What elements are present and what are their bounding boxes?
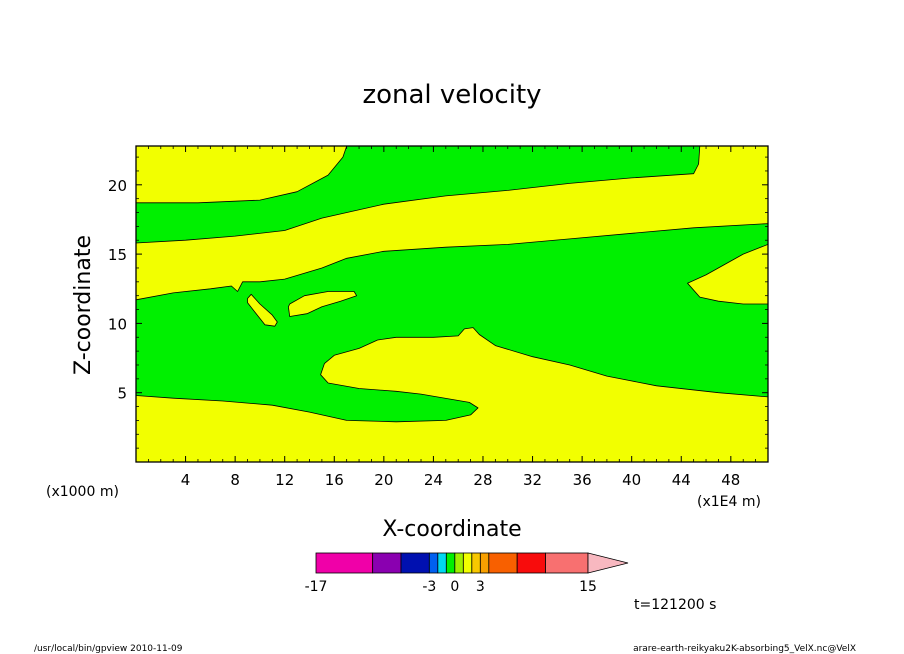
colorbar-segment (471, 552, 481, 574)
x-tick-label: 12 (275, 471, 294, 489)
contour-region-1 (135, 145, 701, 244)
colorbar-segment (462, 552, 473, 574)
colorbar-tick-label: 3 (476, 579, 485, 595)
x-axis-label: X-coordinate (382, 517, 521, 542)
chart-title: zonal velocity (362, 80, 541, 110)
colorbar-segment (454, 552, 464, 574)
x-tick-label: 4 (181, 471, 191, 489)
x-scale-note: (x1E4 m) (697, 494, 761, 510)
x-tick-label: 28 (473, 471, 492, 489)
x-unit-label: (x1000 m) (46, 484, 119, 500)
x-tick-label: 40 (622, 471, 641, 489)
x-ticks: 4 8 12 16 20 24 28 32 36 40 44 48 (147, 146, 757, 489)
colorbar-tick-label: -3 (422, 579, 436, 595)
contour-region-2 (135, 223, 769, 423)
x-tick-label: 32 (523, 471, 542, 489)
plot-frame (135, 145, 769, 463)
footer-right: arare-earth-reikyaku2K-absorbing5_VelX.n… (633, 644, 856, 654)
x-tick-label: 16 (325, 471, 344, 489)
x-tick-label: 44 (672, 471, 691, 489)
contour-island-1 (287, 291, 358, 317)
colorbar-tick-labels: -17 -3 0 3 15 (305, 579, 597, 595)
colorbar-segment (400, 552, 430, 574)
x-tick-label: 20 (374, 471, 393, 489)
colorbar-tick-label: 15 (579, 579, 597, 595)
contour-island-2 (247, 293, 278, 327)
colorbar-tick-label: -17 (305, 579, 328, 595)
colorbar (315, 552, 629, 574)
y-axis-label: Z-coordinate (71, 235, 96, 375)
x-tick-label: 8 (230, 471, 240, 489)
x-tick-label: 24 (424, 471, 443, 489)
colorbar-segment (516, 552, 546, 574)
colorbar-segment (315, 552, 374, 574)
x-tick-label: 48 (721, 471, 740, 489)
y-tick-label: 10 (108, 315, 127, 333)
colorbar-segment (488, 552, 518, 574)
colorbar-arrow (587, 552, 629, 574)
colorbar-segment (445, 552, 456, 574)
colorbar-segment (372, 552, 402, 574)
colorbar-segment (545, 552, 589, 574)
contour-regions (135, 145, 769, 423)
colorbar-tick-label: 0 (450, 579, 459, 595)
y-ticks: 5 10 15 20 (108, 156, 768, 449)
x-tick-label: 36 (573, 471, 592, 489)
y-tick-label: 20 (108, 177, 127, 195)
colorbar-segment (479, 552, 490, 574)
y-tick-label: 5 (117, 385, 127, 403)
colorbar-segment (428, 552, 439, 574)
colorbar-segment (437, 552, 447, 574)
contour-islands (247, 291, 358, 327)
time-label: t=121200 s (634, 597, 716, 613)
y-tick-label: 15 (108, 246, 127, 264)
footer-left: /usr/local/bin/gpview 2010-11-09 (34, 644, 183, 654)
